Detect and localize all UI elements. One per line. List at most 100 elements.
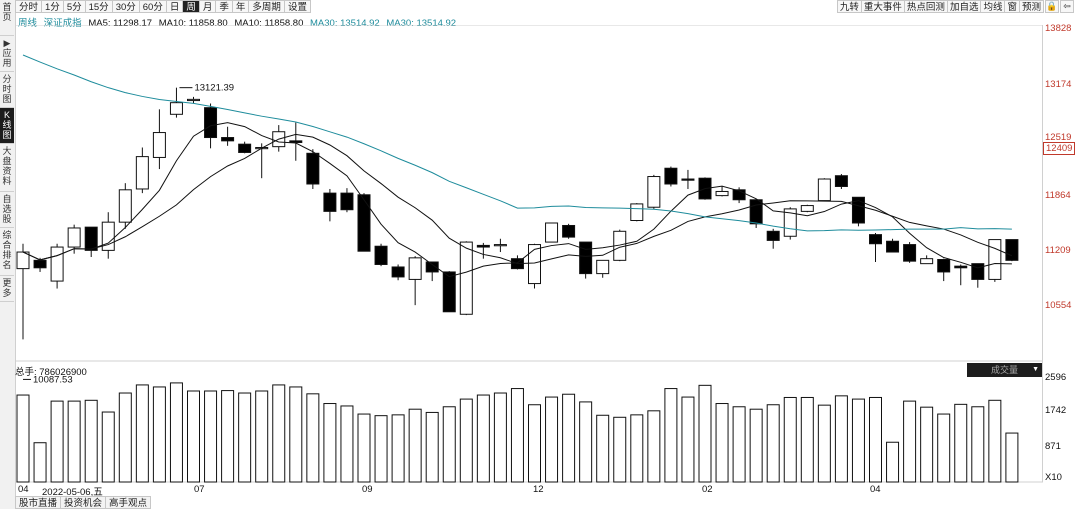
time-tick-label: 12 [533,484,544,495]
time-tick-label: 2022-05-06,五 [42,487,103,498]
candle-body [562,224,576,238]
tool-button-2[interactable]: 热点回测 [904,0,948,13]
candle-body [493,244,507,247]
right-toolbar: 九转 重大事件 热点回测 加自选 均线窗预测 [836,0,1044,13]
bottom-tab-2[interactable]: 高手观点 [106,496,152,509]
volume-bar [732,406,746,483]
time-tick-label: 09 [362,484,373,495]
volume-bar [698,384,712,483]
candle-body [306,152,320,185]
sidebar-tab-5[interactable]: 自选股 [0,192,14,228]
period-tab-4[interactable]: 30分 [112,0,140,13]
price-tick-label: 11864 [1045,190,1071,201]
volume-tick-label: 1742 [1045,405,1067,416]
tool-button-5[interactable]: 窗 [1005,0,1020,13]
candle-body [204,107,218,139]
candle-body [187,98,200,102]
candle-body [664,167,678,185]
volume-bar [187,390,200,483]
volume-dropdown-label: 成交量 [990,365,1018,375]
sidebar-tab-0[interactable]: 首页 [0,0,14,36]
volume-indicator-dropdown[interactable]: 成交量 ▼ [967,363,1042,377]
price-tick-label: 11209 [1045,245,1071,256]
volume-bar [135,384,149,483]
legend-period: 周线 [18,18,38,29]
tool-button-3[interactable]: 加自选 [947,0,982,13]
price-tick-label: 13174 [1045,79,1072,90]
annotation-high: 13121.39 [194,83,234,94]
candle-body [715,190,729,197]
volume-bar [459,398,473,483]
kline-chart[interactable]: 13121.39 10087.53 [15,25,1045,495]
period-tab-5[interactable]: 60分 [139,0,167,13]
ma30-line [22,54,1012,232]
candle-body [630,203,644,222]
volume-bar [681,396,695,483]
period-tab-10[interactable]: 年 [232,0,250,13]
candle-body [408,257,422,280]
chevron-down-icon: ▼ [1032,366,1039,373]
candle-body [749,199,763,225]
candle-body [67,227,81,248]
candle-body [50,246,64,282]
volume-header: 总手: 786026900 [15,367,87,378]
time-tick-label: 02 [702,484,713,495]
sidebar-tab-6[interactable]: 综合排名 [0,228,14,276]
candle-body [817,178,831,202]
period-tab-7[interactable]: 周 [183,0,200,13]
time-tick-label: 07 [194,484,205,495]
volume-bar [903,400,917,483]
volume-bar [613,416,627,483]
volume-bar [118,392,132,483]
tool-button-1[interactable]: 重大事件 [861,0,905,13]
tool-button-6[interactable]: 预测 [1019,0,1044,13]
volume-bar [238,392,252,483]
period-tab-11[interactable]: 多周期 [249,0,285,13]
back-arrow-icon[interactable]: ⇦ [1060,0,1074,13]
candle-body [920,258,934,265]
volume-bar [800,396,814,483]
sidebar-tab-7[interactable]: 更多 [0,276,14,302]
period-tab-9[interactable]: 季 [216,0,233,13]
volume-bar [886,441,900,483]
ma10-line [22,133,1013,265]
volume-bar [493,392,507,483]
volume-bar [101,411,115,483]
period-toolbar: 分时 1分 5分 15分 30分 60分日周月季年多周期 设置 [15,0,311,13]
volume-bar [16,394,30,483]
sidebar-tab-3[interactable]: K线图 [0,108,14,144]
volume-bar [783,396,797,483]
period-tab-2[interactable]: 5分 [63,0,86,13]
period-tab-12[interactable]: 设置 [284,0,311,13]
axis-code: X10 [1045,472,1062,483]
period-tab-1[interactable]: 1分 [42,0,64,13]
candle-body [289,140,303,144]
volume-bar [937,413,951,483]
lock-icon[interactable]: 🔒 [1045,0,1059,13]
sidebar-tab-4[interactable]: 大盘资料 [0,144,14,192]
legend-ma5: MA5: 11298.17 [88,18,153,29]
left-nav-sidebar: 首页 ▶应用 分时图 K线图 大盘资料 自选股 综合排名 更多 [0,0,16,509]
period-tab-6[interactable]: 日 [166,0,184,13]
sidebar-tab-1[interactable]: ▶应用 [0,36,14,72]
period-tab-3[interactable]: 15分 [85,0,113,13]
candle-body [800,205,814,212]
bottom-tab-0[interactable]: 股市直播 [15,496,62,509]
volume-bar [562,393,576,483]
volume-bar [221,390,235,483]
tool-button-4[interactable]: 均线 [981,0,1006,13]
candle-body [732,189,746,201]
price-tick-label: 12519 [1045,132,1072,143]
volume-bar [84,399,98,483]
candle-body [221,137,235,142]
volume-bar [33,442,47,483]
volume-bar [425,411,439,483]
volume-bar [169,382,183,483]
candle-body [425,261,439,273]
period-tab-0[interactable]: 分时 [15,0,43,13]
tool-button-0[interactable]: 九转 [836,0,862,13]
volume-bar [152,386,166,483]
sidebar-tab-2[interactable]: 分时图 [0,72,14,108]
period-tab-8[interactable]: 月 [199,0,217,13]
bottom-tab-1[interactable]: 投资机会 [61,496,107,509]
